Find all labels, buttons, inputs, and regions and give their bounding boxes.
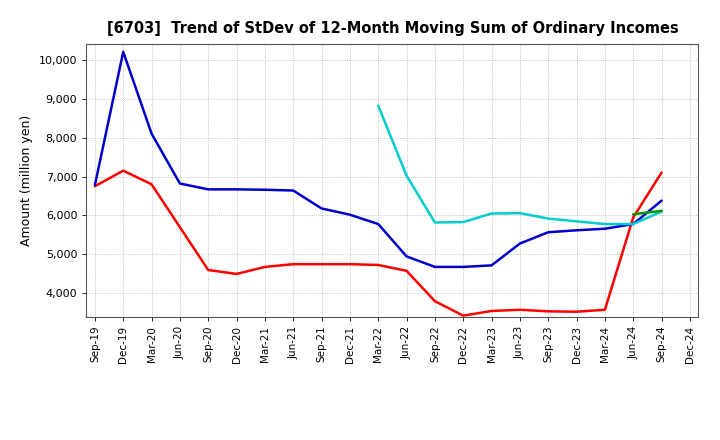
3 Years — [516, 307, 524, 312]
5 Years — [516, 241, 524, 246]
5 Years — [204, 187, 212, 192]
5 Years — [402, 254, 411, 259]
5 Years — [459, 264, 467, 270]
3 Years — [431, 299, 439, 304]
Line: 7 Years: 7 Years — [378, 106, 662, 224]
Y-axis label: Amount (million yen): Amount (million yen) — [20, 115, 33, 246]
5 Years — [261, 187, 269, 192]
7 Years — [431, 220, 439, 225]
10 Years — [657, 208, 666, 213]
10 Years — [629, 212, 637, 217]
3 Years — [119, 168, 127, 173]
7 Years — [402, 173, 411, 178]
3 Years — [629, 215, 637, 220]
3 Years — [544, 309, 552, 314]
Line: 10 Years: 10 Years — [633, 211, 662, 214]
3 Years — [572, 309, 581, 314]
3 Years — [91, 183, 99, 189]
7 Years — [657, 209, 666, 214]
5 Years — [431, 264, 439, 270]
3 Years — [261, 264, 269, 270]
3 Years — [459, 313, 467, 318]
5 Years — [91, 183, 99, 188]
3 Years — [176, 224, 184, 230]
5 Years — [119, 49, 127, 55]
3 Years — [600, 307, 609, 312]
5 Years — [572, 227, 581, 233]
7 Years — [629, 221, 637, 227]
5 Years — [657, 198, 666, 203]
Line: 5 Years: 5 Years — [95, 52, 662, 267]
3 Years — [148, 182, 156, 187]
7 Years — [544, 216, 552, 221]
3 Years — [657, 170, 666, 175]
5 Years — [346, 212, 354, 217]
3 Years — [233, 271, 241, 277]
5 Years — [600, 226, 609, 231]
5 Years — [148, 131, 156, 136]
5 Years — [176, 181, 184, 186]
5 Years — [544, 230, 552, 235]
7 Years — [516, 210, 524, 216]
7 Years — [600, 221, 609, 227]
3 Years — [487, 308, 496, 314]
5 Years — [487, 263, 496, 268]
7 Years — [572, 219, 581, 224]
5 Years — [629, 221, 637, 227]
Legend: 3 Years, 5 Years, 7 Years, 10 Years: 3 Years, 5 Years, 7 Years, 10 Years — [183, 438, 602, 440]
7 Years — [459, 220, 467, 225]
5 Years — [374, 221, 382, 227]
3 Years — [318, 261, 326, 267]
3 Years — [402, 268, 411, 273]
5 Years — [289, 188, 297, 193]
5 Years — [318, 206, 326, 211]
3 Years — [346, 261, 354, 267]
Title: [6703]  Trend of StDev of 12-Month Moving Sum of Ordinary Incomes: [6703] Trend of StDev of 12-Month Moving… — [107, 21, 678, 36]
3 Years — [204, 268, 212, 273]
Line: 3 Years: 3 Years — [95, 171, 662, 315]
3 Years — [374, 262, 382, 268]
5 Years — [233, 187, 241, 192]
7 Years — [374, 103, 382, 108]
7 Years — [487, 211, 496, 216]
3 Years — [289, 261, 297, 267]
